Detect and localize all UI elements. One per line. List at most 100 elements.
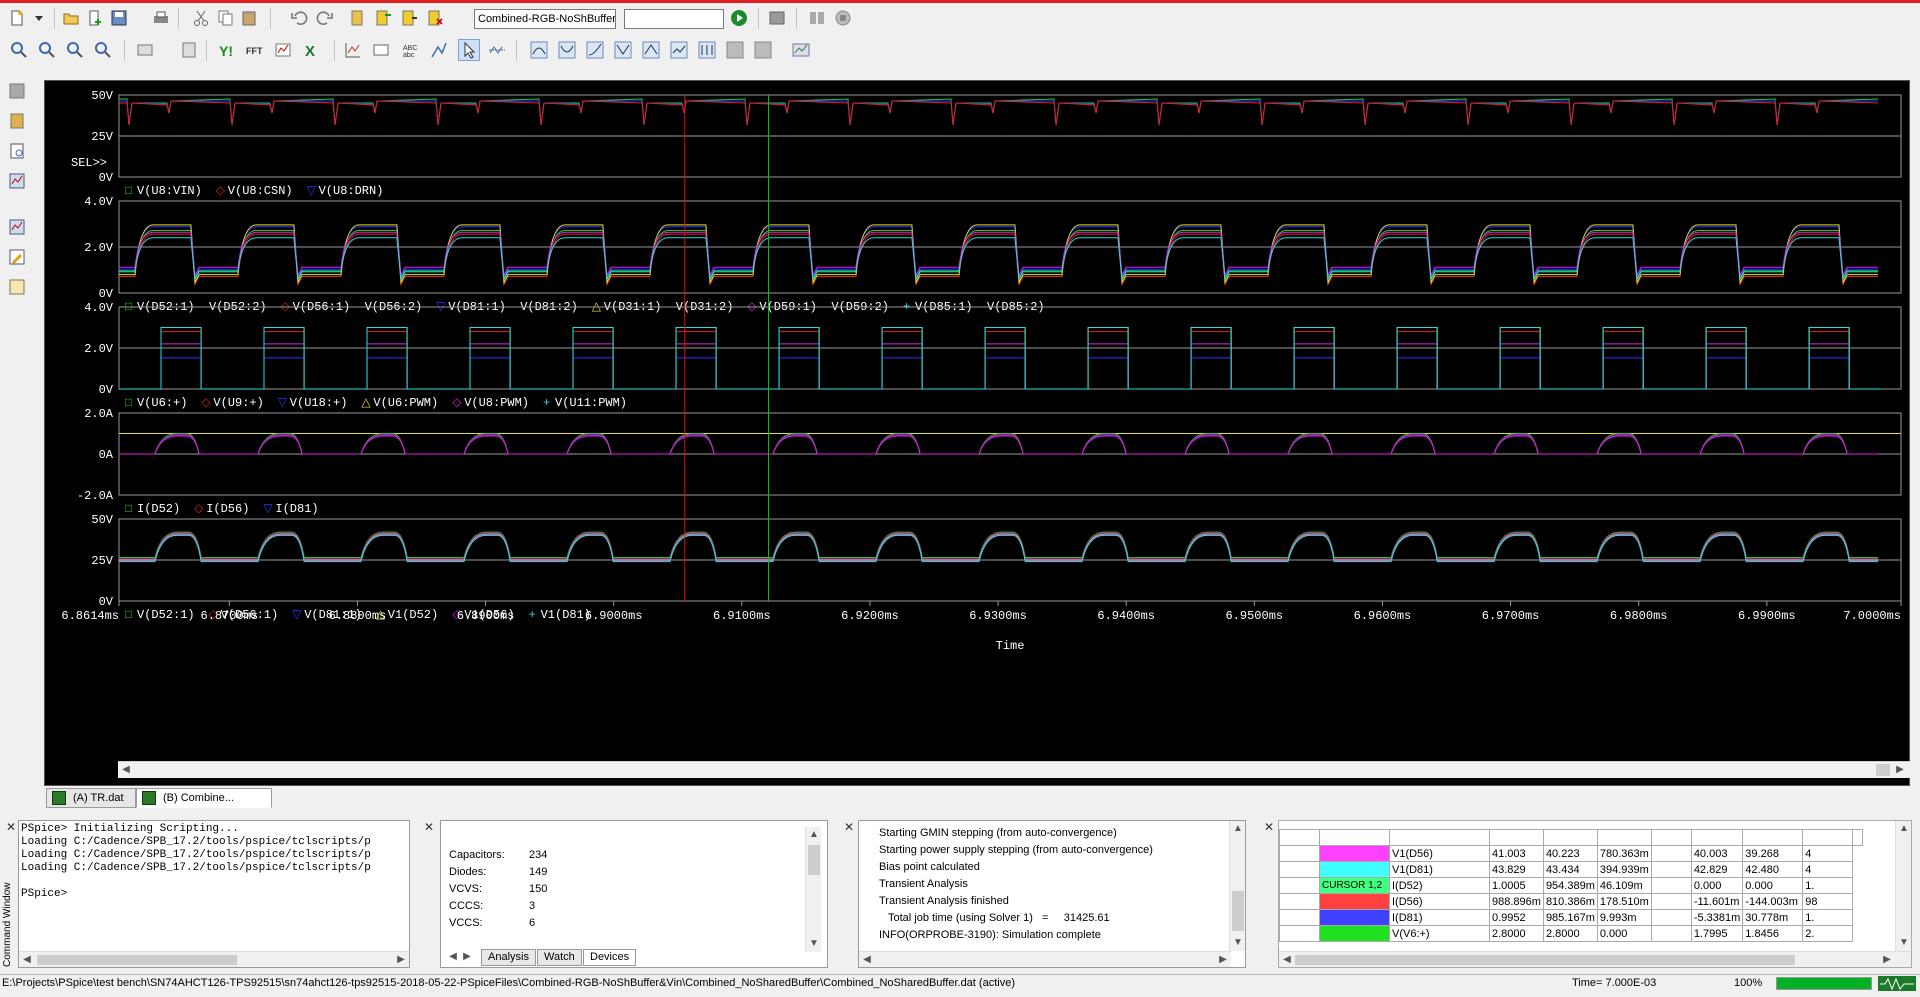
probe-cursor-table[interactable]: V1(D56) 41.003 40.223 780.363m 40.003 39.268 4…	[1278, 820, 1912, 968]
zoom-area-icon[interactable]	[64, 39, 86, 61]
next-transition-icon[interactable]	[724, 39, 746, 61]
output-file-icon[interactable]	[6, 140, 28, 162]
close-messages-icon[interactable]: ✕	[843, 820, 855, 834]
pause-simulation-icon[interactable]	[766, 7, 788, 29]
new-dropdown-icon[interactable]	[28, 7, 50, 29]
probe-row[interactable]: CURSOR 1,2 I(D52) 1.0005 954.389m 46.109m 0.0…	[1279, 877, 1863, 894]
new-file-icon[interactable]	[6, 7, 28, 29]
cursor-difference: 178.510m	[1596, 893, 1652, 910]
x-axis-tick-label: 6.9900ms	[1738, 609, 1796, 623]
edit-notes-icon[interactable]	[6, 276, 28, 298]
max-value: 1.8456	[1742, 925, 1804, 942]
trace-color-swatch	[1319, 861, 1390, 878]
devices-vertical-scrollbar[interactable]: ▲ ▼	[805, 827, 821, 952]
y-axis-tick-label: 25V	[91, 554, 113, 568]
x-axis-tick-label: 6.8700ms	[201, 609, 259, 623]
bookmark-next-icon[interactable]	[398, 7, 420, 29]
add-trace-icon[interactable]: Y!	[216, 39, 238, 61]
profile-combo[interactable]: Combined-RGB-NoShBuffer	[474, 9, 616, 29]
bookmark-icon[interactable]	[346, 7, 368, 29]
bookmark-clear-icon[interactable]	[424, 7, 446, 29]
open-folder-icon[interactable]	[60, 7, 82, 29]
close-command-window-icon[interactable]: ✕	[5, 820, 17, 834]
probe-row[interactable]: V1(D81) 43.829 43.434 394.939m 42.829 42.480 4	[1279, 861, 1863, 878]
command-horizontal-scrollbar[interactable]: ◀ ▶	[19, 951, 409, 967]
print-icon[interactable]	[150, 7, 172, 29]
paste-icon[interactable]	[238, 7, 260, 29]
command-window-title: Command Window	[2, 882, 13, 968]
add-label-icon[interactable]	[370, 39, 392, 61]
save-icon[interactable]	[108, 7, 130, 29]
redo-icon[interactable]	[314, 7, 336, 29]
messages-horizontal-scrollbar[interactable]: ◀ ▶	[859, 951, 1231, 967]
close-simulation-panel-icon[interactable]: ✕	[423, 820, 435, 834]
window-layout-icon[interactable]	[134, 39, 156, 61]
cursor-min-icon[interactable]	[612, 39, 634, 61]
add-plot-icon[interactable]	[342, 39, 364, 61]
cursor-max-icon[interactable]	[640, 39, 662, 61]
blank-cell	[1650, 893, 1692, 910]
cursor1-value: 41.003	[1489, 845, 1544, 862]
evaluate-measurement-icon[interactable]	[790, 39, 812, 61]
waveform-window-icon[interactable]	[6, 80, 28, 102]
plot-window-icon[interactable]	[6, 170, 28, 192]
zoom-in-icon[interactable]	[8, 39, 30, 61]
command-line: Loading C:/Cadence/SPB_17.2/tools/pspice…	[21, 849, 371, 861]
cursor-point-icon[interactable]	[668, 39, 690, 61]
copy-icon[interactable]	[214, 7, 236, 29]
device-type: VCVS:	[449, 883, 483, 895]
mark-point-icon[interactable]	[428, 39, 450, 61]
toggle-cursor-icon[interactable]	[486, 39, 508, 61]
probe-horizontal-scrollbar[interactable]: ◀ ▶	[1279, 951, 1911, 967]
undo-icon[interactable]	[288, 7, 310, 29]
search-combo[interactable]	[624, 9, 724, 29]
command-window[interactable]: PSpice> Initializing Scripting... Loading…	[18, 820, 410, 968]
y-axis-tick-label: 25V	[91, 130, 113, 144]
cursor-search-icon[interactable]	[696, 39, 718, 61]
probe-cursor-icon[interactable]	[6, 216, 28, 238]
x-axis-tick-label: 6.9700ms	[1482, 609, 1540, 623]
avg-value: 4	[1802, 845, 1854, 862]
close-probe-cursor-icon[interactable]: ✕	[1263, 820, 1275, 834]
probe-row[interactable]: V1(D56) 41.003 40.223 780.363m 40.003 39.268 4	[1279, 845, 1863, 862]
probe-row[interactable]: V(V6:+) 2.8000 2.8000 0.000 1.7995 1.8456 2.	[1279, 925, 1863, 942]
simulation-messages[interactable]: Starting GMIN stepping (from auto-conver…	[858, 820, 1246, 968]
tab-combined-dat[interactable]: (B) Combine...	[136, 788, 272, 808]
performance-analysis-icon[interactable]	[272, 39, 294, 61]
y-axis-tick-label: -2.0A	[77, 489, 114, 503]
bookmark-add-icon[interactable]	[372, 7, 394, 29]
edit-measurement-icon[interactable]	[6, 246, 28, 268]
cursor-slope-icon[interactable]	[584, 39, 606, 61]
tab-analysis[interactable]: Analysis	[481, 949, 536, 966]
tab-tr-dat[interactable]: (A) TR.dat	[46, 788, 136, 808]
probe-row[interactable]: I(D81) 0.9952 985.167m 9.993m -5.3381m 30.778…	[1279, 909, 1863, 926]
copy-plot-icon[interactable]	[178, 39, 200, 61]
restore-view-icon[interactable]	[806, 7, 828, 29]
tab-devices[interactable]: Devices	[583, 949, 637, 966]
zoom-out-icon[interactable]	[36, 39, 58, 61]
cursor-peak-icon[interactable]	[528, 39, 550, 61]
probe-vertical-scrollbar[interactable]: ▲ ▼	[1895, 821, 1911, 967]
probe-row[interactable]: I(D56) 988.896m 810.386m 178.510m -11.601m -1…	[1279, 893, 1863, 910]
zoom-fit-icon[interactable]	[92, 39, 114, 61]
plot-window[interactable]: 50V 25V 0V SEL>> □ V(U8:VIN) ◇ V(U8:CSN) ▽ V(U8:D…	[44, 80, 1910, 786]
select-pointer-icon[interactable]	[458, 39, 480, 61]
x-axis-label: Time	[996, 639, 1025, 653]
previous-transition-icon[interactable]	[752, 39, 774, 61]
simulation-info-panel[interactable]: Capacitors: 234 Diodes: 149 VCVS: 150 CCCS: 3 VC…	[440, 820, 828, 968]
messages-vertical-scrollbar[interactable]: ▲ ▼	[1229, 821, 1245, 951]
stop-simulation-icon[interactable]	[832, 7, 854, 29]
text-label-icon[interactable]: ABC abc	[400, 39, 422, 61]
notes-icon[interactable]	[6, 110, 28, 132]
cursor-trough-icon[interactable]	[556, 39, 578, 61]
cut-icon[interactable]	[190, 7, 212, 29]
fft-icon[interactable]: FFT	[244, 39, 266, 61]
export-excel-icon[interactable]: X	[300, 39, 322, 61]
plot-horizontal-scrollbar[interactable]: ◀ ▶	[118, 761, 1910, 778]
run-simulation-icon[interactable]	[728, 7, 750, 29]
add-file-icon[interactable]	[84, 7, 106, 29]
tab-watch[interactable]: Watch	[537, 949, 582, 966]
trace-color-swatch: CURSOR 1,2	[1319, 877, 1390, 894]
cursor-difference: 9.993m	[1596, 909, 1652, 926]
